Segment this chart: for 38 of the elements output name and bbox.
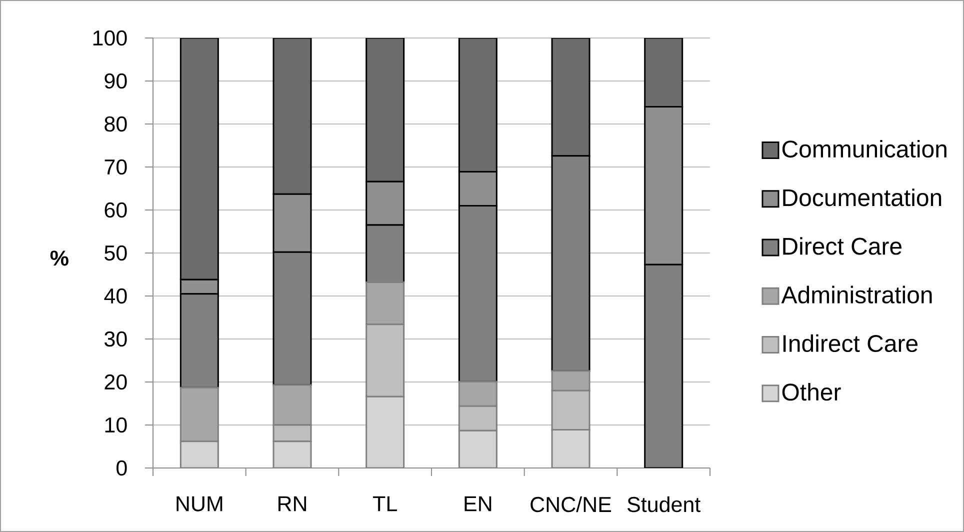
bar	[180, 440, 219, 468]
bar	[272, 440, 312, 468]
y-tick-label: 70	[104, 159, 127, 175]
x-tick-label: CNC/NE	[530, 496, 612, 512]
x-tick-label: NUM	[176, 496, 222, 512]
x-tick-label: Student	[627, 496, 700, 512]
legend-label: Administration	[781, 286, 932, 304]
y-tick-label: 0	[116, 460, 127, 476]
legend-label: Other	[782, 383, 841, 401]
bar	[366, 396, 405, 468]
bar	[644, 38, 684, 108]
legend-label: Indirect Care	[783, 334, 918, 352]
y-tick-label: 40	[104, 288, 127, 304]
y-tick-label: 60	[104, 202, 127, 218]
bar	[458, 430, 498, 468]
bar	[458, 38, 498, 172]
x-tick-label: RN	[278, 496, 306, 512]
x-tick-label: EN	[464, 496, 492, 512]
x-tick-label: TL	[373, 496, 397, 512]
bar	[366, 180, 405, 226]
bar	[180, 38, 219, 280]
y-tick-label: 20	[104, 374, 127, 390]
legend-label: Direct Care	[783, 237, 902, 255]
y-tick-label: 50	[104, 245, 127, 261]
bar	[551, 38, 590, 157]
legend-label: Communication	[782, 140, 946, 158]
y-axis-title: %	[50, 250, 68, 266]
y-tick-label: 100	[93, 30, 127, 46]
bar	[458, 170, 498, 206]
bar	[551, 428, 590, 468]
y-tick-label: 30	[104, 331, 127, 347]
y-tick-label: 90	[104, 73, 127, 89]
y-tick-label: 80	[104, 116, 127, 132]
legend-label: Documentation	[783, 188, 942, 206]
bar	[272, 38, 312, 195]
bar	[272, 193, 312, 253]
bar	[366, 38, 405, 182]
y-tick-label: 10	[105, 417, 127, 433]
